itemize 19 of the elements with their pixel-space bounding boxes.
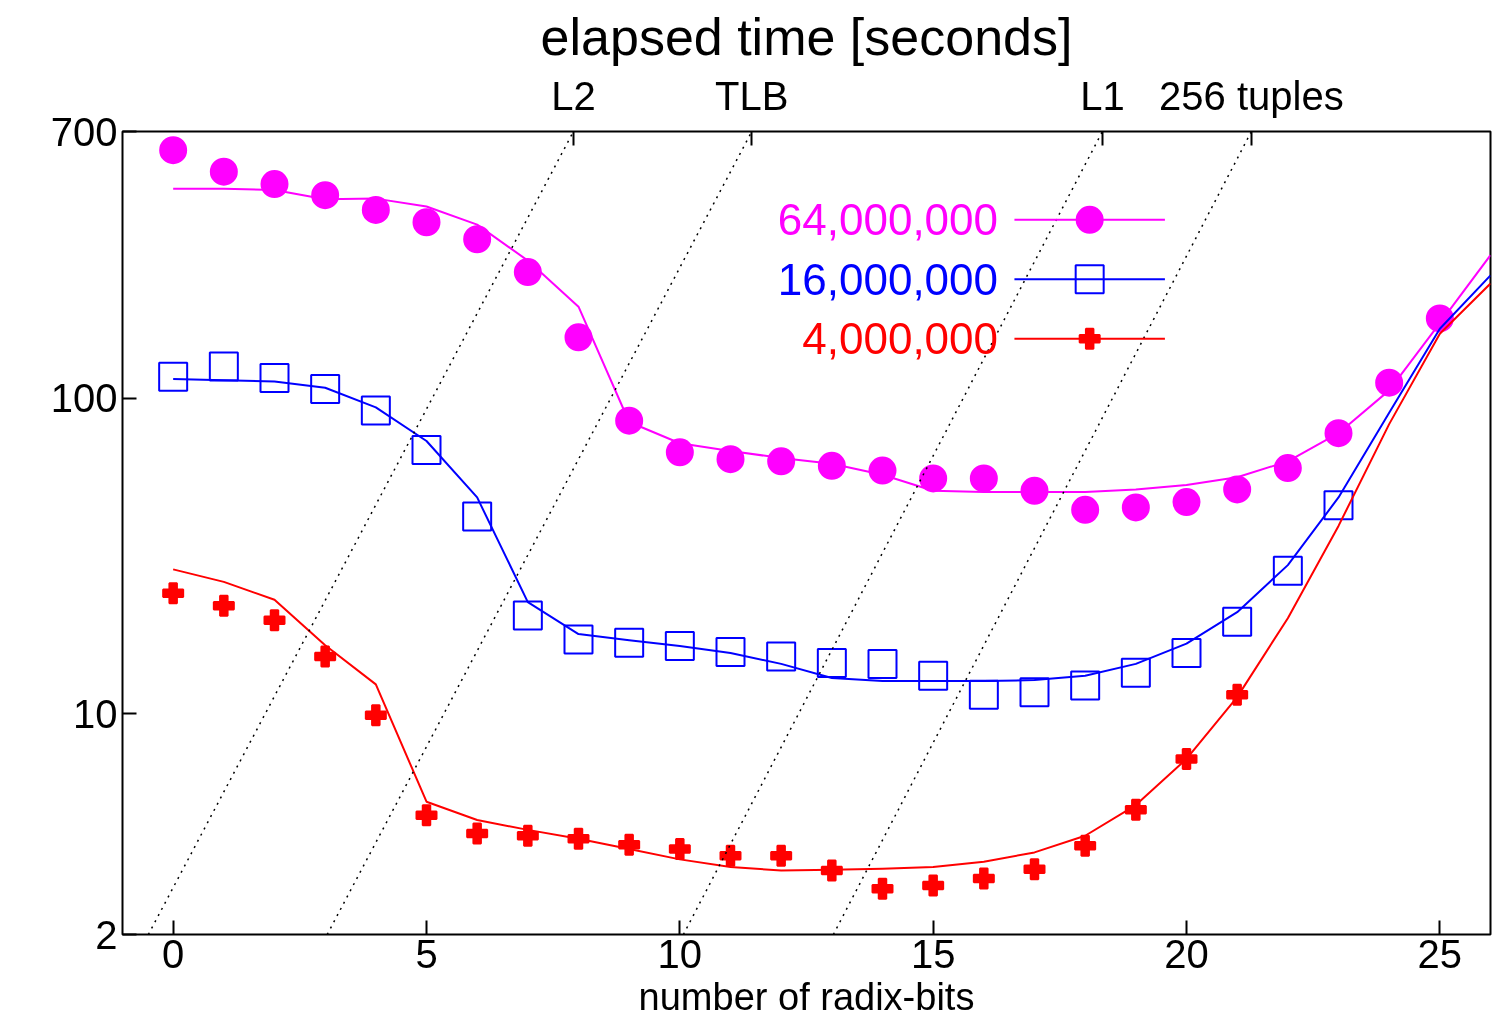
y-tick-label: 10 [73,691,118,736]
x-tick-label: 5 [415,931,438,976]
x-tick-label: 0 [162,931,185,976]
legend-label: 4,000,000 [802,314,999,364]
annotation: L2 [551,73,596,118]
legend-label: 16,000,000 [777,254,999,304]
annotation: 256 tuples [1159,73,1344,118]
x-tick-label: 10 [657,931,703,976]
y-tick-label: 100 [50,376,118,421]
legend-label: 64,000,000 [777,195,999,245]
x-tick-label: 15 [910,931,956,976]
x-tick-label: 25 [1417,931,1463,976]
annotation: TLB [715,73,789,118]
chart-title: elapsed time [seconds] [540,7,1073,66]
annotation: L1 [1080,73,1125,118]
x-tick-label: 20 [1164,931,1209,976]
y-tick-label: 700 [50,109,118,154]
x-axis-title: number of radix-bits [638,975,975,1018]
y-tick-label: 2 [95,912,118,957]
